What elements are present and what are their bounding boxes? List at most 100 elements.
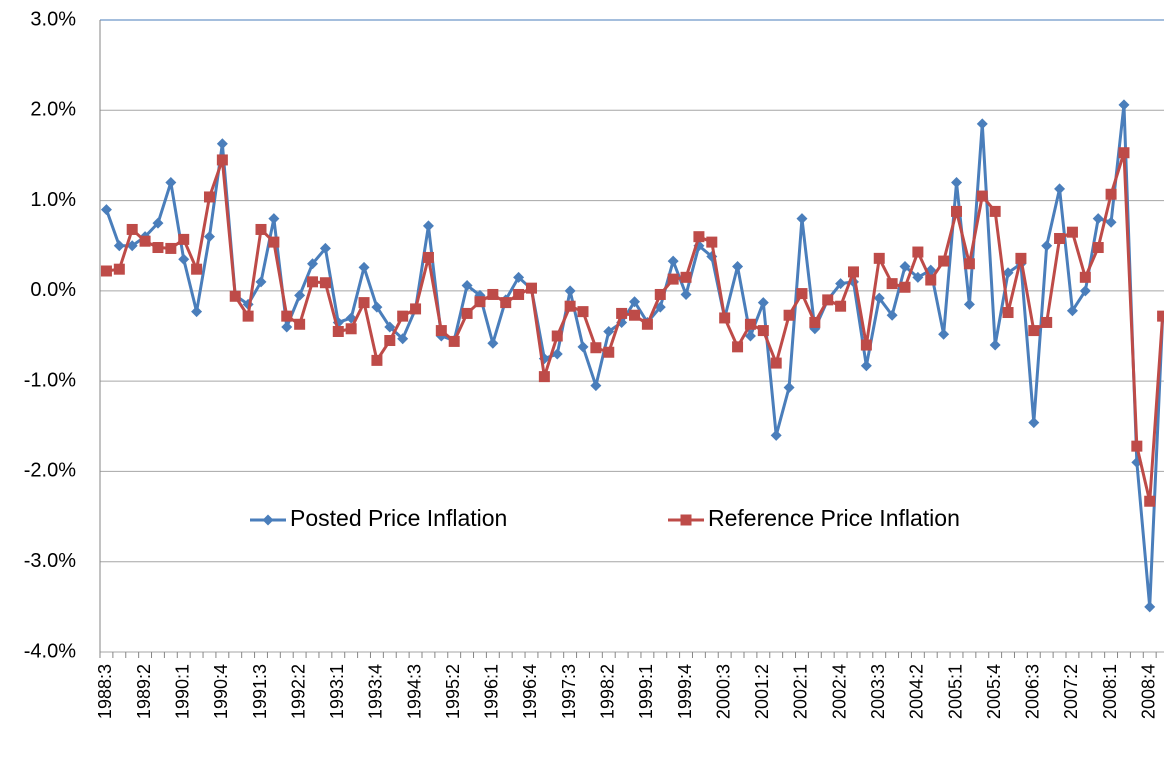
point [307,258,319,270]
point [744,318,756,330]
point [1028,325,1040,337]
x-tick-label: 1989:2 [134,664,154,719]
point [641,318,653,330]
point [178,233,190,245]
point [925,274,937,286]
point [796,288,808,300]
x-tick-label: 2005:1 [945,664,965,719]
point [422,220,434,232]
point [538,371,550,383]
x-tick-label: 1990:4 [211,664,231,719]
point [667,255,679,267]
x-tick-label: 2004:2 [907,664,927,719]
point [191,263,203,275]
point [397,310,409,322]
point [912,246,924,258]
point [603,346,615,358]
point [577,306,589,318]
point [732,260,744,272]
x-tick-label: 2006:3 [1023,664,1043,719]
point [680,514,692,526]
point [461,279,473,291]
y-tick-label: 3.0% [30,8,76,30]
point [860,339,872,351]
point [1144,495,1156,507]
point [976,190,988,202]
point [332,325,344,337]
point [719,312,731,324]
point [216,138,228,150]
y-tick-label: 0.0% [30,279,76,301]
point [113,263,125,275]
point [629,296,641,308]
point [564,285,576,297]
point [667,273,679,285]
x-tick-label: 1994:3 [404,664,424,719]
x-tick-label: 2008:1 [1100,664,1120,719]
point [899,260,911,272]
point [126,223,138,235]
point [1066,305,1078,317]
x-tick-label: 1993:1 [327,664,347,719]
point [796,213,808,225]
point [1079,271,1091,283]
point [1028,417,1040,429]
x-tick-label: 1993:4 [366,664,386,719]
point [899,281,911,293]
point [487,288,499,300]
point [1041,316,1053,328]
point [886,278,898,290]
point [1118,99,1130,111]
point [487,337,499,349]
x-tick-label: 1997:3 [559,664,579,719]
point [358,261,370,273]
point [1041,240,1053,252]
point [216,154,228,166]
point [938,255,950,267]
y-tick-label: -3.0% [24,550,76,572]
point [165,177,177,189]
point [358,297,370,309]
series-line [106,151,1164,503]
point [564,300,576,312]
point [912,271,924,283]
point [757,297,769,309]
y-tick-label: -1.0% [24,369,76,391]
point [371,354,383,366]
point [410,303,422,315]
point [281,310,293,322]
x-tick-label: 2002:4 [829,664,849,719]
x-tick-label: 1999:1 [636,664,656,719]
point [294,318,306,330]
point [577,341,589,353]
point [1131,440,1143,452]
legend-label: Reference Price Inflation [708,505,960,531]
x-tick-label: 1999:4 [675,664,695,719]
x-tick-label: 1990:1 [172,664,192,719]
x-tick-label: 1991:3 [250,664,270,719]
point [963,298,975,310]
y-tick-label: -4.0% [24,640,76,662]
point [461,307,473,319]
point [551,330,563,342]
y-tick-label: 2.0% [30,99,76,121]
point [513,288,525,300]
x-tick-label: 1988:3 [95,664,115,719]
point [191,306,203,318]
point [255,223,267,235]
point [551,348,563,360]
point [165,242,177,254]
point [152,217,164,229]
point [886,309,898,321]
point [783,309,795,321]
point [139,235,151,247]
point [770,357,782,369]
point [294,289,306,301]
point [435,325,447,337]
point [1092,242,1104,254]
point [1144,601,1156,613]
point [616,307,628,319]
point [281,321,293,333]
x-tick-label: 2007:2 [1061,664,1081,719]
point [422,251,434,263]
